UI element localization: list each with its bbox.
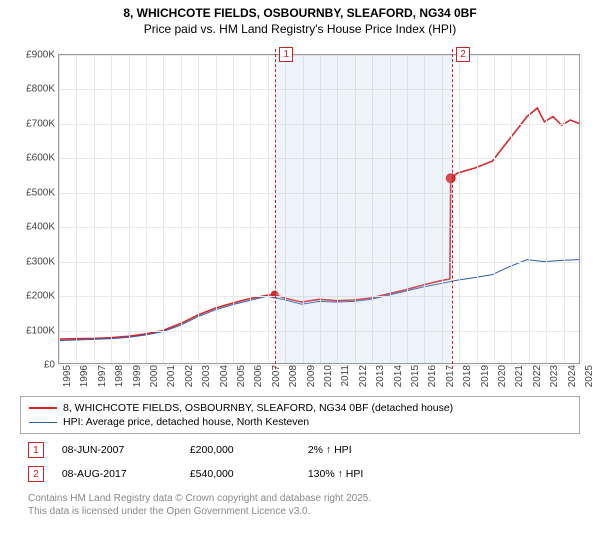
x-tick-label: 2025 bbox=[584, 365, 595, 387]
sale-row: 2 08-AUG-2017 £540,000 130% ↑ HPI bbox=[20, 462, 580, 486]
legend-label: 8, WHICHCOTE FIELDS, OSBOURNBY, SLEAFORD… bbox=[63, 402, 453, 414]
y-tick-label: £200K bbox=[26, 291, 55, 302]
y-tick-label: £600K bbox=[26, 153, 55, 164]
chart: £0 £100K £200K £300K £400K £500K £600K £700K £80… bbox=[10, 44, 590, 394]
sale-date: 08-JUN-2007 bbox=[62, 444, 172, 456]
y-tick-label: £700K bbox=[26, 118, 55, 129]
sale-marker-badge: 2 bbox=[456, 47, 470, 62]
sale-date: 08-AUG-2017 bbox=[62, 468, 172, 480]
x-tick-label: 2003 bbox=[201, 365, 212, 387]
legend-label: HPI: Average price, detached house, Nort… bbox=[63, 416, 309, 428]
x-tick-label: 2020 bbox=[497, 365, 508, 387]
x-tick-label: 2024 bbox=[567, 365, 578, 387]
x-tick-label: 2016 bbox=[427, 365, 438, 387]
legend-item: 8, WHICHCOTE FIELDS, OSBOURNBY, SLEAFORD… bbox=[29, 401, 571, 415]
chart-subtitle: Price paid vs. HM Land Registry's House … bbox=[0, 22, 600, 36]
x-tick-label: 2002 bbox=[184, 365, 195, 387]
legend-swatch bbox=[29, 422, 57, 423]
sale-price: £540,000 bbox=[190, 468, 290, 480]
sales-table: 1 08-JUN-2007 £200,000 2% ↑ HPI 2 08-AUG-2017… bbox=[20, 438, 580, 486]
x-tick-label: 2000 bbox=[149, 365, 160, 387]
legend-item: HPI: Average price, detached house, Nort… bbox=[29, 415, 571, 429]
x-tick-label: 2011 bbox=[340, 365, 351, 387]
y-tick-label: £900K bbox=[26, 50, 55, 61]
footer-line: This data is licensed under the Open Gov… bbox=[28, 505, 572, 518]
x-tick-label: 1998 bbox=[114, 365, 125, 387]
legend-swatch bbox=[29, 407, 57, 409]
highlight-band bbox=[275, 55, 452, 363]
y-tick-label: £100K bbox=[26, 325, 55, 336]
y-tick-label: £500K bbox=[26, 187, 55, 198]
x-tick-label: 2006 bbox=[253, 365, 264, 387]
x-tick-label: 2017 bbox=[445, 365, 456, 387]
x-tick-label: 1996 bbox=[79, 365, 90, 387]
sale-marker-badge: 1 bbox=[279, 47, 293, 62]
y-tick-label: £800K bbox=[26, 84, 55, 95]
x-tick-label: 2009 bbox=[306, 365, 317, 387]
x-tick-label: 2019 bbox=[480, 365, 491, 387]
x-tick-label: 2023 bbox=[549, 365, 560, 387]
footer-line: Contains HM Land Registry data © Crown c… bbox=[28, 492, 572, 505]
legend: 8, WHICHCOTE FIELDS, OSBOURNBY, SLEAFORD… bbox=[20, 396, 580, 434]
y-tick-label: £0 bbox=[44, 360, 55, 371]
x-tick-label: 1999 bbox=[132, 365, 143, 387]
x-tick-label: 2014 bbox=[393, 365, 404, 387]
sale-num-badge: 2 bbox=[28, 466, 44, 482]
x-tick-label: 2005 bbox=[236, 365, 247, 387]
x-tick-label: 1995 bbox=[62, 365, 73, 387]
sale-price: £200,000 bbox=[190, 444, 290, 456]
x-tick-label: 1997 bbox=[97, 365, 108, 387]
plot-area: £0£100K£200K£300K£400K£500K£600K£700K£80… bbox=[58, 54, 580, 364]
footer-attribution: Contains HM Land Registry data © Crown c… bbox=[20, 492, 580, 518]
sale-marker: 1 bbox=[275, 49, 276, 369]
chart-title: 8, WHICHCOTE FIELDS, OSBOURNBY, SLEAFORD… bbox=[0, 6, 600, 20]
y-tick-label: £400K bbox=[26, 222, 55, 233]
sale-marker: 2 bbox=[452, 49, 453, 369]
x-tick-label: 2004 bbox=[219, 365, 230, 387]
x-tick-label: 2012 bbox=[358, 365, 369, 387]
y-tick-label: £300K bbox=[26, 256, 55, 267]
x-tick-label: 2010 bbox=[323, 365, 334, 387]
x-tick-label: 2013 bbox=[375, 365, 386, 387]
x-tick-label: 2018 bbox=[462, 365, 473, 387]
x-tick-label: 2021 bbox=[514, 365, 525, 387]
x-tick-label: 2015 bbox=[410, 365, 421, 387]
x-tick-label: 2008 bbox=[288, 365, 299, 387]
x-tick-label: 2022 bbox=[532, 365, 543, 387]
sale-num-badge: 1 bbox=[28, 442, 44, 458]
sale-change: 2% ↑ HPI bbox=[308, 444, 418, 456]
sale-change: 130% ↑ HPI bbox=[308, 468, 418, 480]
sale-row: 1 08-JUN-2007 £200,000 2% ↑ HPI bbox=[20, 438, 580, 462]
x-tick-label: 2001 bbox=[166, 365, 177, 387]
